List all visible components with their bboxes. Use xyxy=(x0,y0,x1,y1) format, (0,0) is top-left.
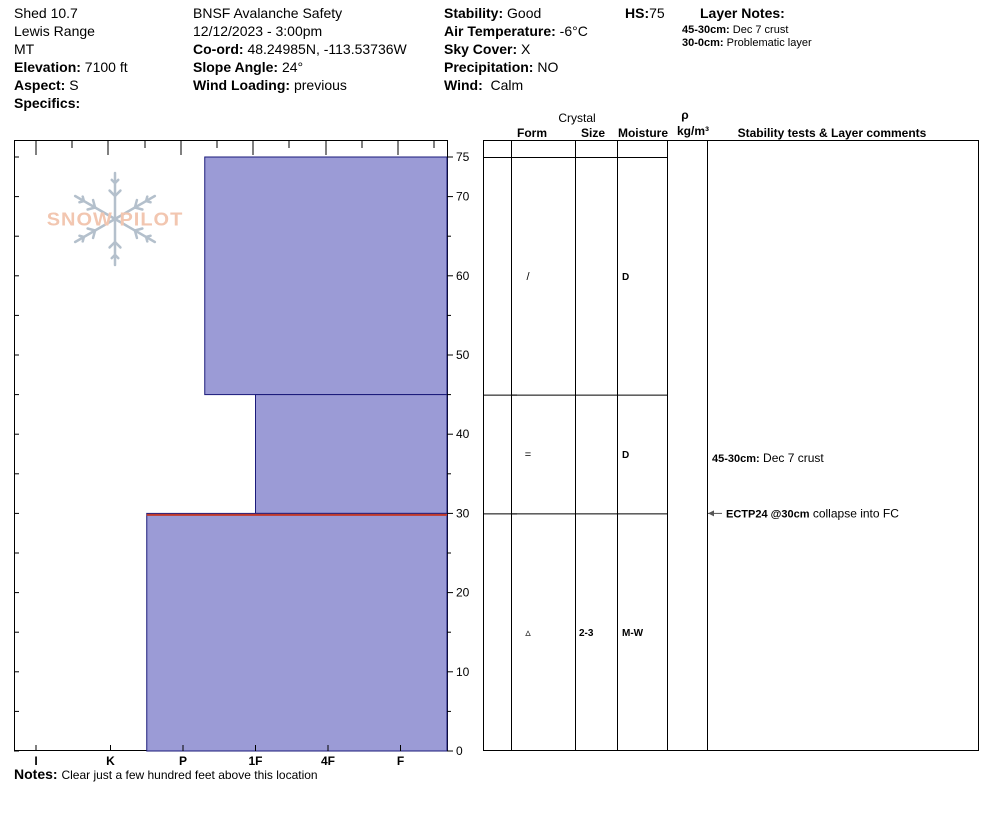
depth-label: 30 xyxy=(456,506,470,520)
logo-text: SNOW PILOT xyxy=(47,210,184,230)
depth-label: 40 xyxy=(456,427,470,441)
grain-form-symbol: / xyxy=(526,271,530,283)
mountain-range: Lewis Range xyxy=(14,23,95,39)
hardness-label: K xyxy=(106,754,115,768)
hardness-label: 1F xyxy=(248,754,262,768)
depth-label: 70 xyxy=(456,190,470,204)
state: MT xyxy=(14,41,35,57)
form-header: Form xyxy=(517,126,547,140)
slope-angle: Slope Angle: 24° xyxy=(193,59,304,75)
crystal-header: Crystal xyxy=(558,111,595,125)
coordinates: Co-ord: 48.24985N, -113.53736W xyxy=(193,41,407,57)
moisture-header: Moisture xyxy=(618,126,668,140)
arrow-head-icon xyxy=(708,510,714,517)
sky-cover: Sky Cover: X xyxy=(444,41,531,57)
depth-label: 20 xyxy=(456,586,470,600)
aspect: Aspect: S xyxy=(14,77,79,93)
snow-height: HS:75 xyxy=(625,5,665,21)
moisture-value: D xyxy=(622,450,629,461)
moisture-value: M-W xyxy=(622,628,644,639)
hardness-label: 4F xyxy=(321,754,335,768)
depth-label: 0 xyxy=(456,744,463,758)
density-unit: kg/m³ xyxy=(677,124,709,138)
comments-header: Stability tests & Layer comments xyxy=(738,126,927,140)
grain-form-symbol: ▵ xyxy=(525,627,531,639)
density-symbol: ρ xyxy=(681,108,688,122)
grain-size: 2-3 xyxy=(579,628,594,639)
depth-label: 60 xyxy=(456,269,470,283)
wind-loading: Wind Loading: previous xyxy=(193,77,347,93)
hardness-label: F xyxy=(397,754,404,768)
grain-form-symbol: = xyxy=(525,449,531,461)
layer-table-frame xyxy=(483,140,979,751)
hardness-label: I xyxy=(34,754,37,768)
layer-bar xyxy=(204,156,448,396)
snowflake-icon xyxy=(73,171,157,267)
moisture-value: D xyxy=(622,272,629,283)
observer: BNSF Avalanche Safety xyxy=(193,5,343,21)
precipitation: Precipitation: NO xyxy=(444,59,559,75)
layer-notes-title: Layer Notes: xyxy=(700,5,785,21)
elevation: Elevation: 7100 ft xyxy=(14,59,128,75)
depth-label: 75 xyxy=(456,150,470,164)
air-temperature: Air Temperature: -6°C xyxy=(444,23,588,39)
layer-note: 45-30cm: Dec 7 crust xyxy=(682,24,789,36)
stability-test: ECTP24 @30cm collapse into FC xyxy=(726,506,899,520)
depth-label: 50 xyxy=(456,348,470,362)
station-name: Shed 10.7 xyxy=(14,5,78,21)
layer-bar xyxy=(146,512,448,752)
snowpilot-logo: SNOW PILOT xyxy=(47,171,184,267)
depth-label: 10 xyxy=(456,665,470,679)
layer-note: 30-0cm: Problematic layer xyxy=(682,37,812,49)
size-header: Size xyxy=(581,126,605,140)
stability: Stability: Good xyxy=(444,5,542,21)
layer-bar xyxy=(255,394,448,514)
datetime: 12/12/2023 - 3:00pm xyxy=(193,23,323,39)
wind: Wind: Calm xyxy=(444,77,524,93)
layer-comment: 45-30cm: Dec 7 crust xyxy=(712,451,824,465)
notes: Notes: Clear just a few hundred feet abo… xyxy=(14,766,318,782)
specifics: Specifics: xyxy=(14,95,81,111)
hardness-label: P xyxy=(179,754,187,768)
